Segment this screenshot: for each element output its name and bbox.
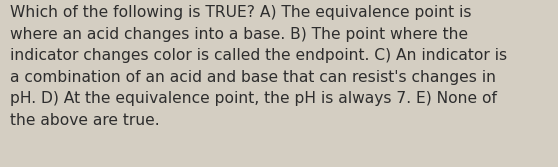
Text: Which of the following is TRUE? A) The equivalence point is
where an acid change: Which of the following is TRUE? A) The e…: [10, 5, 507, 128]
